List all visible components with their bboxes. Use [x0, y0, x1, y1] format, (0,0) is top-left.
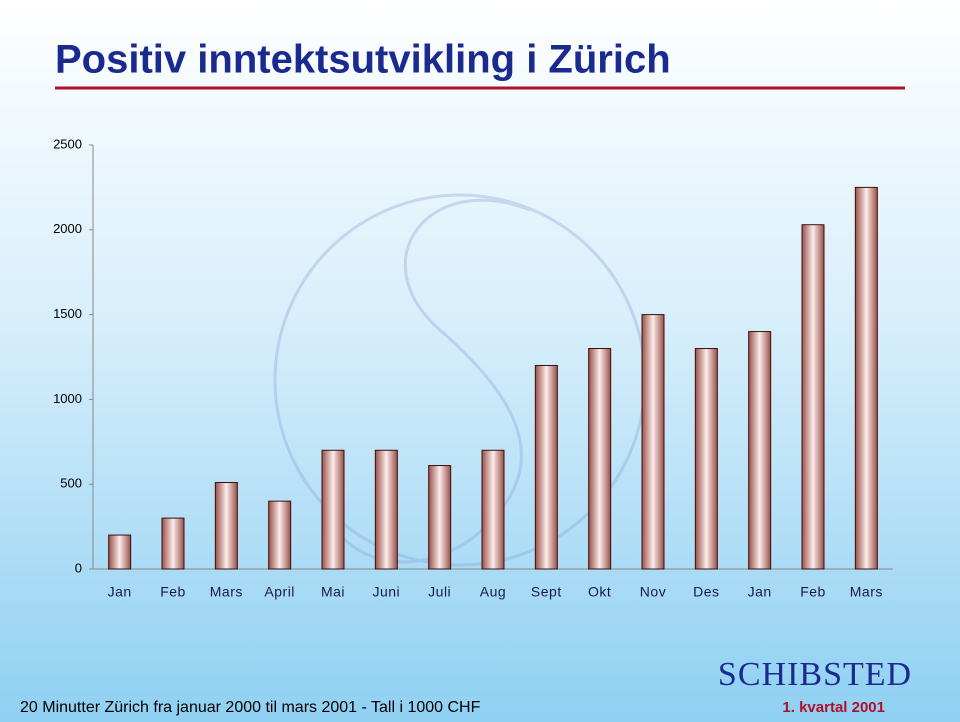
- x-tick-label: Jan: [108, 584, 132, 600]
- x-tick-label: Juli: [428, 584, 451, 600]
- bar: [748, 331, 772, 570]
- y-tick-label: 2500: [53, 136, 82, 151]
- bar: [481, 449, 505, 570]
- x-tick-label: Mars: [850, 584, 883, 600]
- footnote: 20 Minutter Zürich fra januar 2000 til m…: [20, 699, 481, 716]
- bar: [161, 517, 185, 570]
- bar: [428, 465, 452, 570]
- x-tick-label: Mai: [321, 584, 345, 600]
- bar: [268, 500, 292, 570]
- y-tick-label: 1500: [53, 306, 82, 321]
- x-tick-label: Juni: [372, 584, 400, 600]
- logo: SCHIBSTED: [718, 656, 912, 693]
- bar: [214, 482, 238, 570]
- x-tick-label: Feb: [160, 584, 186, 600]
- bar: [321, 449, 345, 570]
- bar: [588, 348, 612, 570]
- x-tick-label: Des: [693, 584, 719, 600]
- y-tick-label: 0: [75, 560, 82, 575]
- x-tick-label: Mars: [210, 584, 243, 600]
- x-tick-label: April: [264, 584, 295, 600]
- x-tick-label: Nov: [640, 584, 666, 600]
- period: 1. kvartal 2001: [782, 699, 885, 716]
- x-tick-label: Jan: [748, 584, 772, 600]
- chart-title: Positiv inntektsutvikling i Zürich: [55, 38, 671, 82]
- x-tick-label: Okt: [588, 584, 611, 600]
- bar: [801, 224, 825, 570]
- bar: [534, 364, 558, 570]
- x-tick-label: Aug: [480, 584, 506, 600]
- x-tick-label: Feb: [800, 584, 826, 600]
- bar: [641, 314, 665, 570]
- x-tick-label: Sept: [531, 584, 562, 600]
- bar: [854, 186, 878, 570]
- bar: [374, 449, 398, 570]
- y-tick-label: 2000: [53, 221, 82, 236]
- y-tick-label: 500: [60, 476, 82, 491]
- bar: [108, 534, 132, 570]
- bar: [694, 348, 718, 570]
- y-tick-label: 1000: [53, 391, 82, 406]
